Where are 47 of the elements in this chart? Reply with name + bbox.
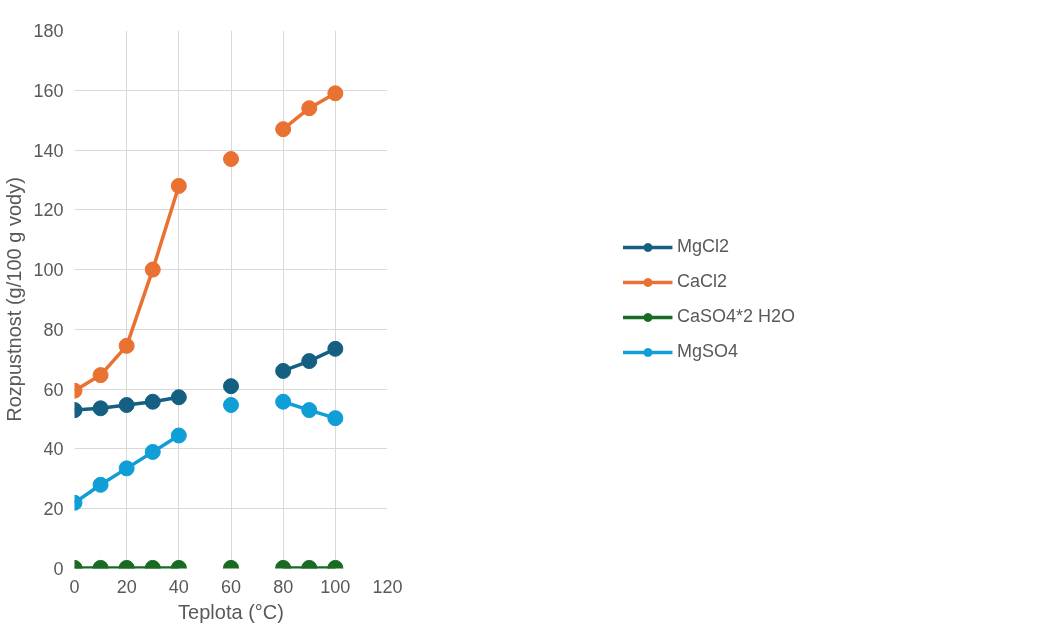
x-tick-label: 100 <box>320 576 351 597</box>
point <box>275 121 292 138</box>
point <box>170 177 187 194</box>
point <box>92 367 109 384</box>
y-tick-label: 180 <box>33 21 64 41</box>
y-tick-label: 140 <box>33 140 64 161</box>
legend-label: CaCl2 <box>676 271 727 292</box>
point <box>144 261 161 278</box>
point <box>275 362 292 379</box>
y-tick-label: 120 <box>33 200 64 221</box>
point <box>301 402 318 419</box>
point <box>170 389 187 406</box>
point <box>327 85 344 102</box>
point <box>118 337 135 354</box>
x-tick-label: 0 <box>69 576 80 597</box>
y-tick-label: 0 <box>53 559 64 579</box>
y-tick-label: 40 <box>43 439 64 460</box>
x-tick-label: 120 <box>372 576 403 597</box>
legend-label: MgCl2 <box>676 236 729 257</box>
x-tick-label: 20 <box>116 576 137 597</box>
y-tick-label: 100 <box>33 260 64 281</box>
point <box>223 378 239 395</box>
point <box>301 100 318 117</box>
y-tick-label: 80 <box>43 319 64 340</box>
legend-label: CaSO4*2 H2O <box>676 306 796 327</box>
point <box>144 393 161 410</box>
point <box>275 393 292 410</box>
x-tick-label: 80 <box>273 576 294 597</box>
point <box>223 151 239 168</box>
point <box>92 400 109 417</box>
point <box>118 397 135 413</box>
point <box>223 397 239 413</box>
point <box>301 353 318 370</box>
point <box>144 443 161 460</box>
point <box>170 427 187 444</box>
point <box>327 410 344 427</box>
point <box>327 340 344 357</box>
point <box>118 460 135 477</box>
x-tick-label: 40 <box>168 576 189 597</box>
y-tick-label: 60 <box>43 379 64 400</box>
y-tick-label: 160 <box>33 80 64 101</box>
x-tick-label: 60 <box>220 576 242 597</box>
legend-label: MgSO4 <box>676 341 738 362</box>
y-tick-label: 20 <box>43 499 64 520</box>
y-axis-title: Rozpustnost (g/100 g vody) <box>3 177 26 422</box>
x-axis-title: Teplota (°C) <box>178 600 284 623</box>
point <box>92 476 109 493</box>
